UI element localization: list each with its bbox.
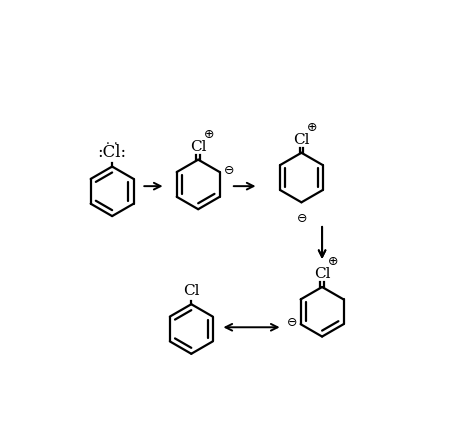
Text: Cl: Cl	[190, 140, 207, 154]
Text: :Cl:: :Cl:	[98, 143, 127, 160]
Text: Cl: Cl	[293, 133, 310, 147]
Text: Cl: Cl	[183, 284, 200, 298]
Text: $\ominus$: $\ominus$	[296, 212, 307, 225]
Text: $\ominus$: $\ominus$	[286, 316, 297, 329]
Text: $\oplus$: $\oplus$	[306, 121, 318, 134]
Text: Cl: Cl	[314, 267, 330, 281]
Text: . .: . .	[106, 134, 118, 147]
Text: $\oplus$: $\oplus$	[203, 128, 214, 141]
Text: $\ominus$: $\ominus$	[223, 164, 235, 177]
Text: $\oplus$: $\oplus$	[327, 255, 338, 268]
